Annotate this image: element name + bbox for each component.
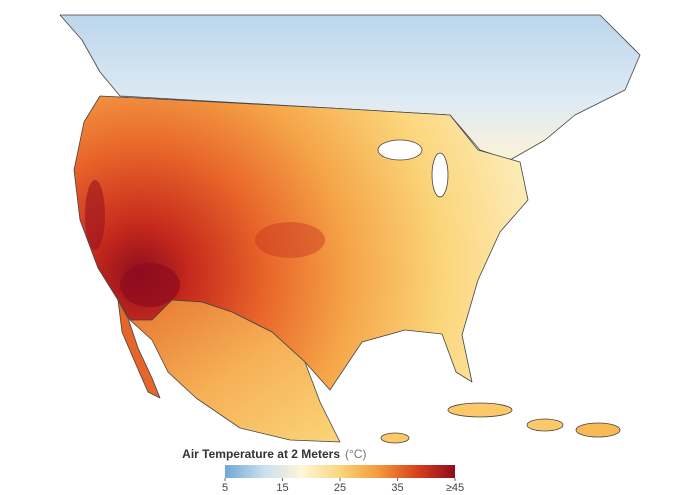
colorbar-tick-label: ≥45 [446, 482, 464, 494]
heat-spot [120, 263, 180, 307]
heat-spot [255, 222, 325, 258]
island [447, 402, 513, 418]
island [380, 432, 410, 444]
colorbar-tick-label: 35 [391, 482, 403, 494]
united-states [73, 95, 529, 391]
lake [377, 139, 423, 161]
legend-unit: (°C) [345, 447, 366, 461]
legend: Air Temperature at 2 Meters (°C) 5 15 25 35… [182, 447, 464, 494]
colorbar-tick-label: 25 [334, 482, 346, 494]
colorbar-tick-label: 5 [222, 482, 228, 494]
heat-spot [85, 180, 105, 250]
baja-california [117, 299, 161, 399]
land [59, 14, 641, 444]
island [575, 422, 621, 438]
colorbar [225, 465, 455, 478]
island [526, 418, 564, 432]
lake [431, 152, 449, 198]
mexico [129, 299, 341, 443]
colorbar-tick-label: 15 [276, 482, 288, 494]
legend-title: Air Temperature at 2 Meters [182, 447, 340, 461]
